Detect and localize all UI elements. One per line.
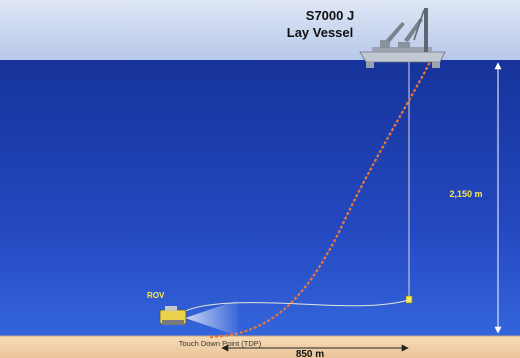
rov-light-beam: [185, 300, 238, 336]
tdp-label: Touch Down Point (TDP): [179, 339, 262, 348]
vessel-name-line2: Lay Vessel: [287, 25, 354, 40]
rov-umbilical: [179, 299, 410, 315]
depth-label: 2,150 m: [449, 189, 482, 199]
rov-label: ROV: [147, 291, 165, 300]
pipeline-catenary: [209, 61, 431, 339]
clump-weight: [405, 295, 413, 304]
rov: [159, 300, 238, 336]
lay-tower: [424, 8, 428, 52]
lay-vessel: [359, 8, 446, 68]
sea: [0, 60, 520, 338]
vessel-name-line1: S7000 J: [306, 8, 354, 23]
distance-label: 850 m: [296, 349, 324, 358]
sky: [0, 0, 520, 60]
